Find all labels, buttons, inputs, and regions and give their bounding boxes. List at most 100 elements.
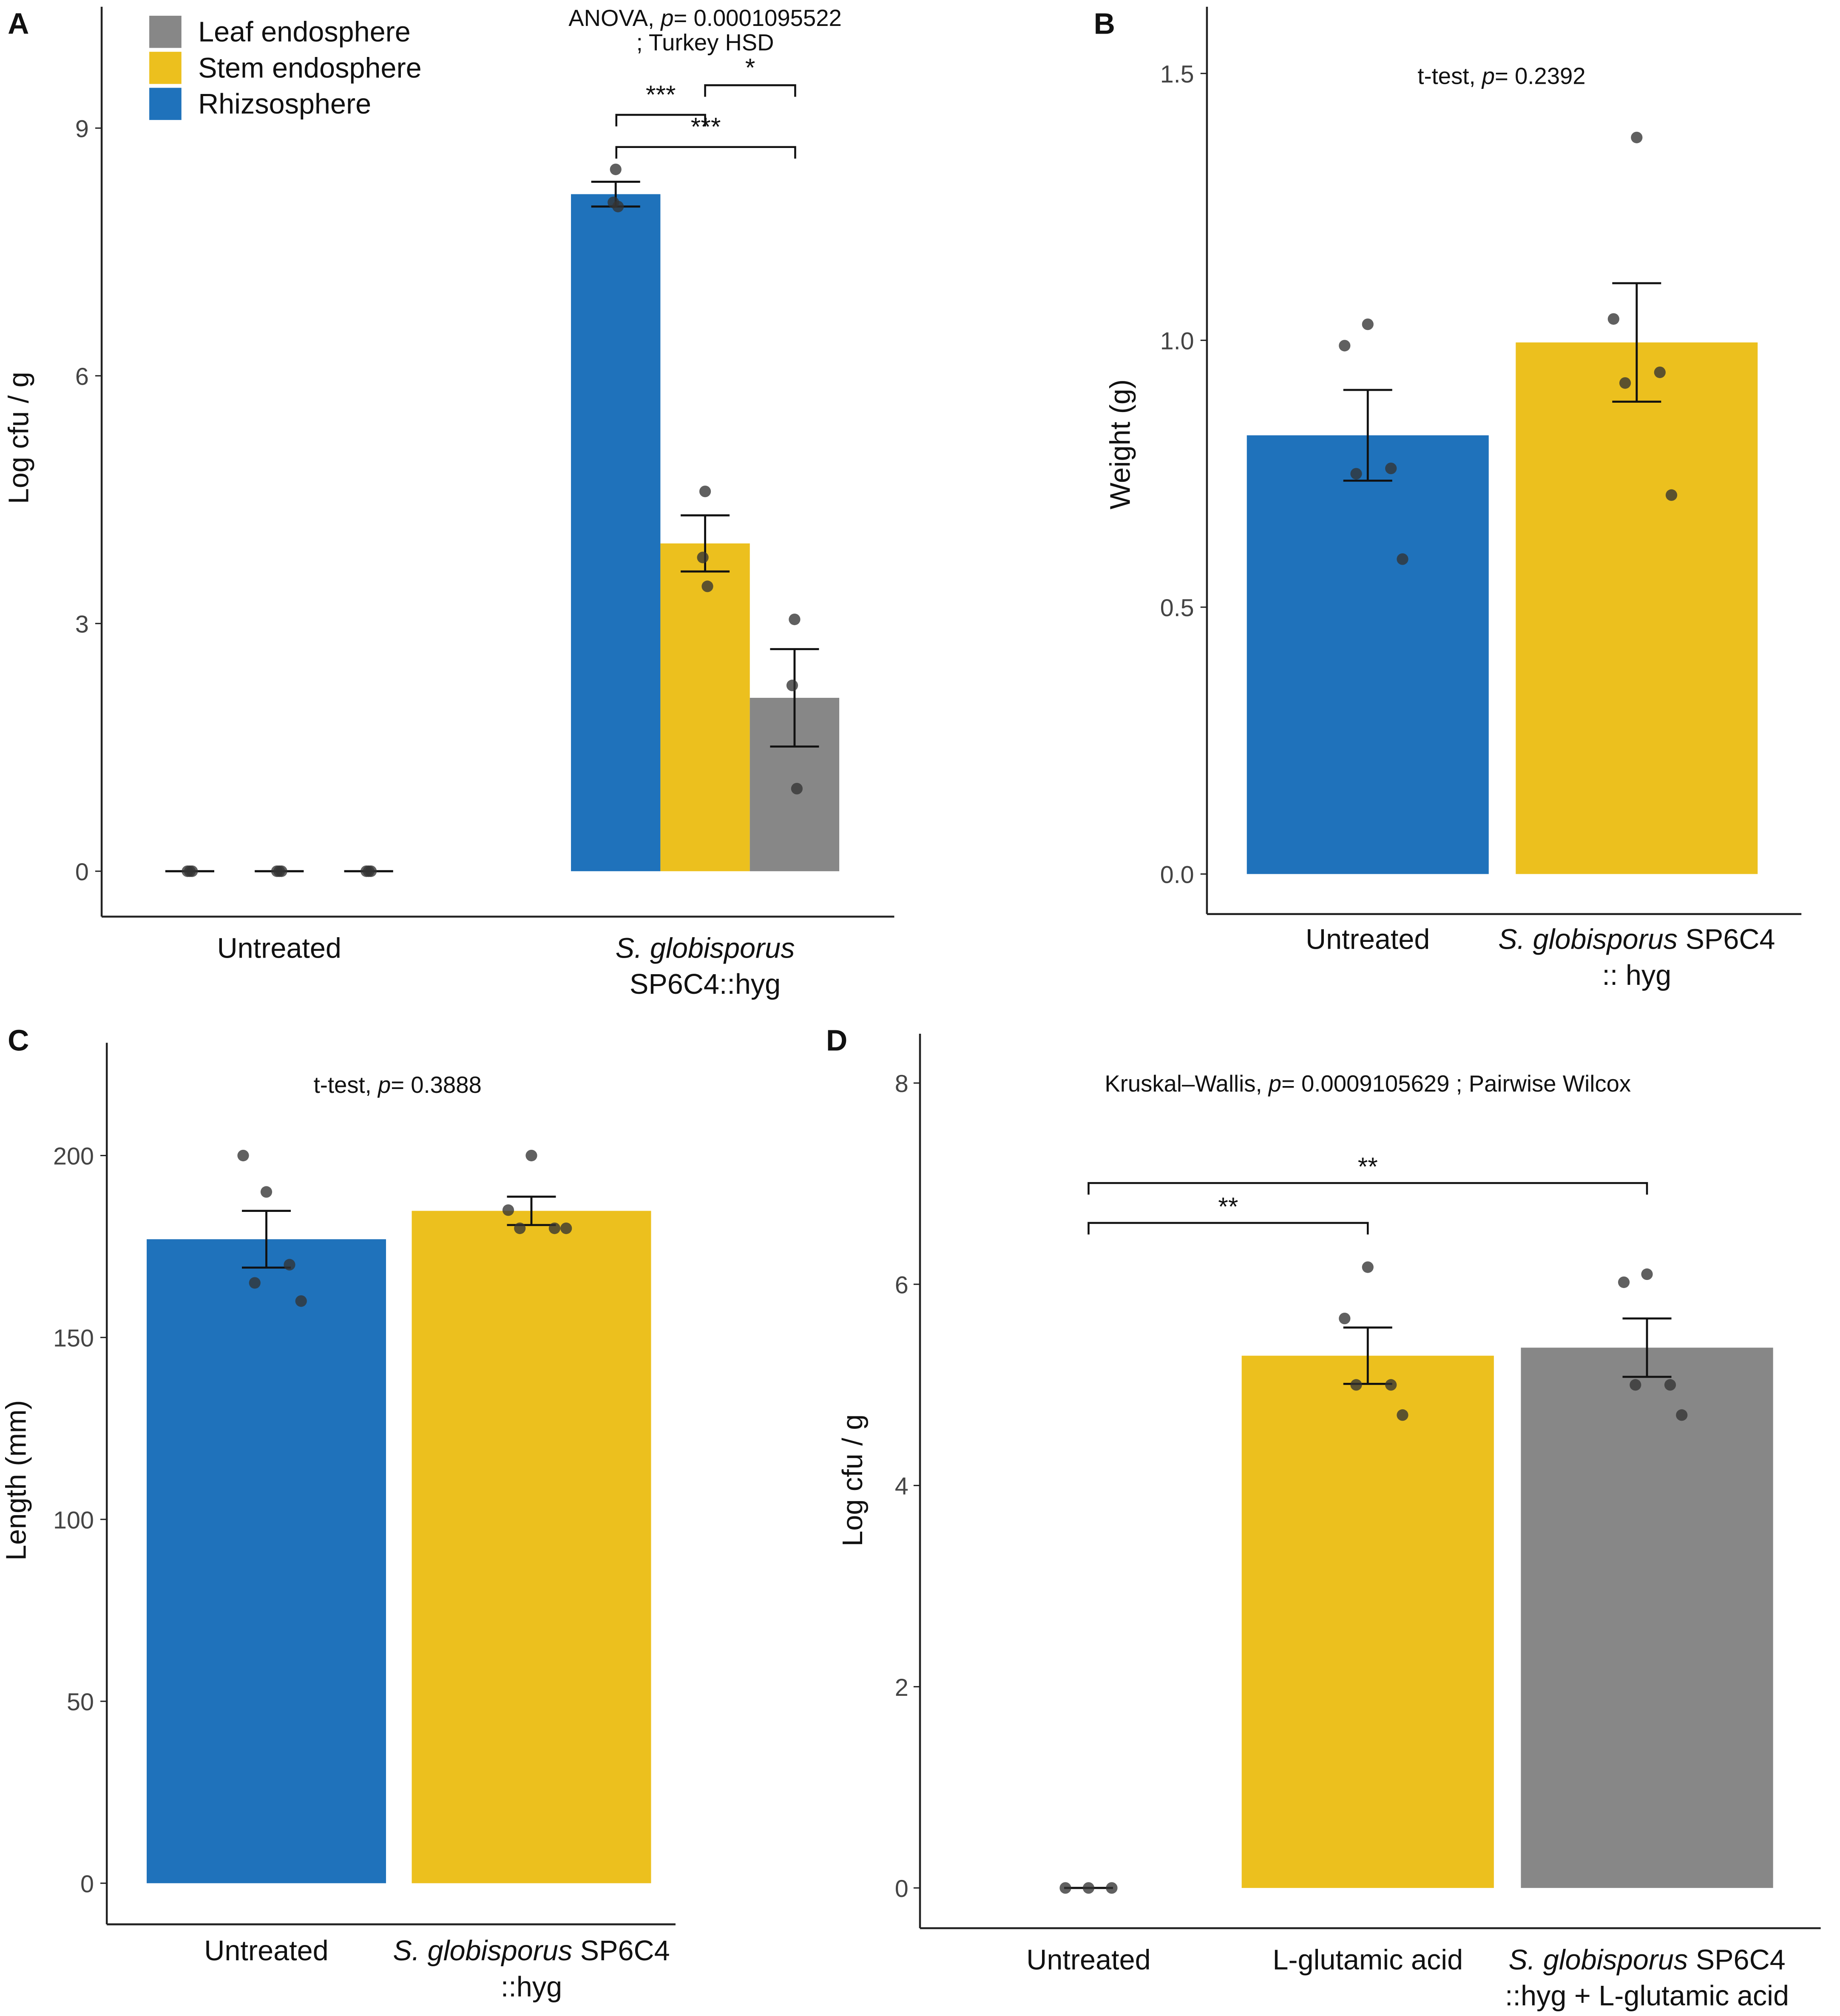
error-bar <box>1622 1317 1672 1378</box>
data-point <box>1339 340 1351 352</box>
significance-label: ** <box>1358 1152 1378 1181</box>
bar <box>1241 1356 1494 1888</box>
error-bar <box>241 1210 291 1269</box>
x-category-label: S. globisporus SP6C4 <box>1498 924 1775 955</box>
x-category-label-part: Untreated <box>1306 924 1430 955</box>
x-category-label: Untreated <box>1306 924 1430 955</box>
x-category-label: L-glutamic acid <box>1272 1944 1463 1976</box>
significance-bracket <box>704 84 796 97</box>
data-point <box>548 1222 561 1234</box>
data-point <box>1664 1379 1676 1391</box>
stats-text-part: = 0.0001095522 <box>674 5 842 31</box>
stats-text-italic: p <box>660 5 673 31</box>
x-category-label-part: ::hyg + L-glutamic acid <box>1505 1980 1789 2012</box>
data-point <box>1059 1882 1071 1894</box>
x-category-label-part: Untreated <box>1026 1944 1150 1976</box>
stats-text-part: ANOVA, <box>568 5 661 31</box>
data-point <box>295 1295 307 1307</box>
data-point <box>1631 131 1643 143</box>
error-bar <box>1612 282 1661 403</box>
y-tick-label: 0.0 <box>1160 862 1194 889</box>
legend-label: Leaf endosphere <box>198 17 411 48</box>
y-tick-label: 150 <box>53 1325 94 1352</box>
data-point <box>284 1259 295 1271</box>
data-point <box>701 580 713 592</box>
legend-swatch <box>149 16 182 48</box>
y-axis-label: Log cfu / g <box>3 372 35 504</box>
data-point <box>1397 553 1408 565</box>
significance-label: * <box>745 53 755 82</box>
y-tick-label: 0 <box>80 1871 94 1898</box>
error-bar <box>1343 389 1392 482</box>
data-point <box>1339 1313 1351 1325</box>
legend-label: Rhizsosphere <box>198 88 371 120</box>
x-category-label: :: hyg <box>1602 960 1671 991</box>
y-tick-label: 4 <box>895 1473 909 1500</box>
data-point <box>1362 1261 1374 1273</box>
panel-letter: C <box>8 1024 29 1057</box>
data-point <box>791 783 803 795</box>
y-tick-label: 0 <box>75 859 89 886</box>
data-point <box>789 613 801 626</box>
significance-label: *** <box>691 112 721 141</box>
bar <box>1247 435 1489 874</box>
bar <box>571 194 661 871</box>
stats-text-part: Kruskal–Wallis, <box>1105 1071 1268 1097</box>
legend-label: Stem endosphere <box>198 52 422 84</box>
significance-label: ** <box>1218 1192 1238 1221</box>
data-point <box>786 680 798 691</box>
x-category-label-italic: S. globisporus <box>393 1935 572 1967</box>
x-category-label-part: SP6C4 <box>1688 1944 1785 1976</box>
data-point <box>525 1149 537 1162</box>
significance-bracket <box>1088 1222 1369 1235</box>
y-tick-label: 9 <box>75 115 89 142</box>
stats-text: ; Turkey HSD <box>636 30 774 56</box>
x-category-label-part: Untreated <box>217 933 341 964</box>
data-point <box>1607 313 1619 325</box>
stats-text-part: t-test, <box>314 1072 378 1098</box>
significance-bracket <box>615 114 706 127</box>
data-point <box>514 1222 526 1234</box>
x-category-label: ::hyg <box>501 1971 562 2003</box>
data-point <box>1350 468 1362 480</box>
x-category-label-part: SP6C4 <box>572 1935 670 1967</box>
y-tick-label: 200 <box>53 1143 94 1170</box>
bar <box>1516 342 1758 874</box>
x-category-label-part: :: hyg <box>1602 960 1671 991</box>
y-tick-label: 100 <box>53 1507 94 1534</box>
data-point <box>1106 1882 1118 1894</box>
data-point <box>1654 366 1666 378</box>
y-tick-label: 0 <box>895 1875 909 1902</box>
data-point <box>1082 1882 1095 1894</box>
data-point <box>365 865 377 877</box>
data-point <box>275 865 287 877</box>
y-tick-label: 50 <box>67 1689 94 1716</box>
data-point <box>186 865 198 877</box>
x-category-label-italic: S. globisporus <box>1498 924 1678 955</box>
x-category-label-part: ::hyg <box>501 1971 562 2003</box>
data-point <box>1618 1276 1630 1288</box>
x-category-label: ::hyg + L-glutamic acid <box>1505 1980 1789 2012</box>
data-point <box>610 163 622 175</box>
stats-text-part: = 0.3888 <box>391 1072 482 1098</box>
data-point <box>699 486 711 498</box>
data-point <box>237 1149 249 1162</box>
stats-text-part: = 0.0009105629 ; Pairwise Wilcox <box>1281 1071 1631 1097</box>
y-tick-label: 1.5 <box>1160 61 1194 88</box>
y-tick-label: 0.5 <box>1160 594 1194 622</box>
x-category-label-part: Untreated <box>204 1935 328 1967</box>
panel-letter: D <box>826 1024 847 1057</box>
y-axis-label: Weight (g) <box>1105 379 1136 509</box>
stats-text: ANOVA, p= 0.0001095522 <box>568 5 842 31</box>
data-point <box>1630 1379 1641 1391</box>
bar <box>412 1211 651 1883</box>
x-category-label-part: SP6C4::hyg <box>630 969 781 1000</box>
data-point <box>502 1204 514 1216</box>
significance-label: *** <box>646 80 676 109</box>
y-tick-label: 2 <box>895 1674 909 1701</box>
stats-text-part: t-test, <box>1417 63 1482 89</box>
y-axis-label: Length (mm) <box>1 1400 32 1561</box>
stats-text: t-test, p= 0.2392 <box>1417 63 1585 89</box>
stats-text-italic: p <box>1268 1071 1281 1097</box>
